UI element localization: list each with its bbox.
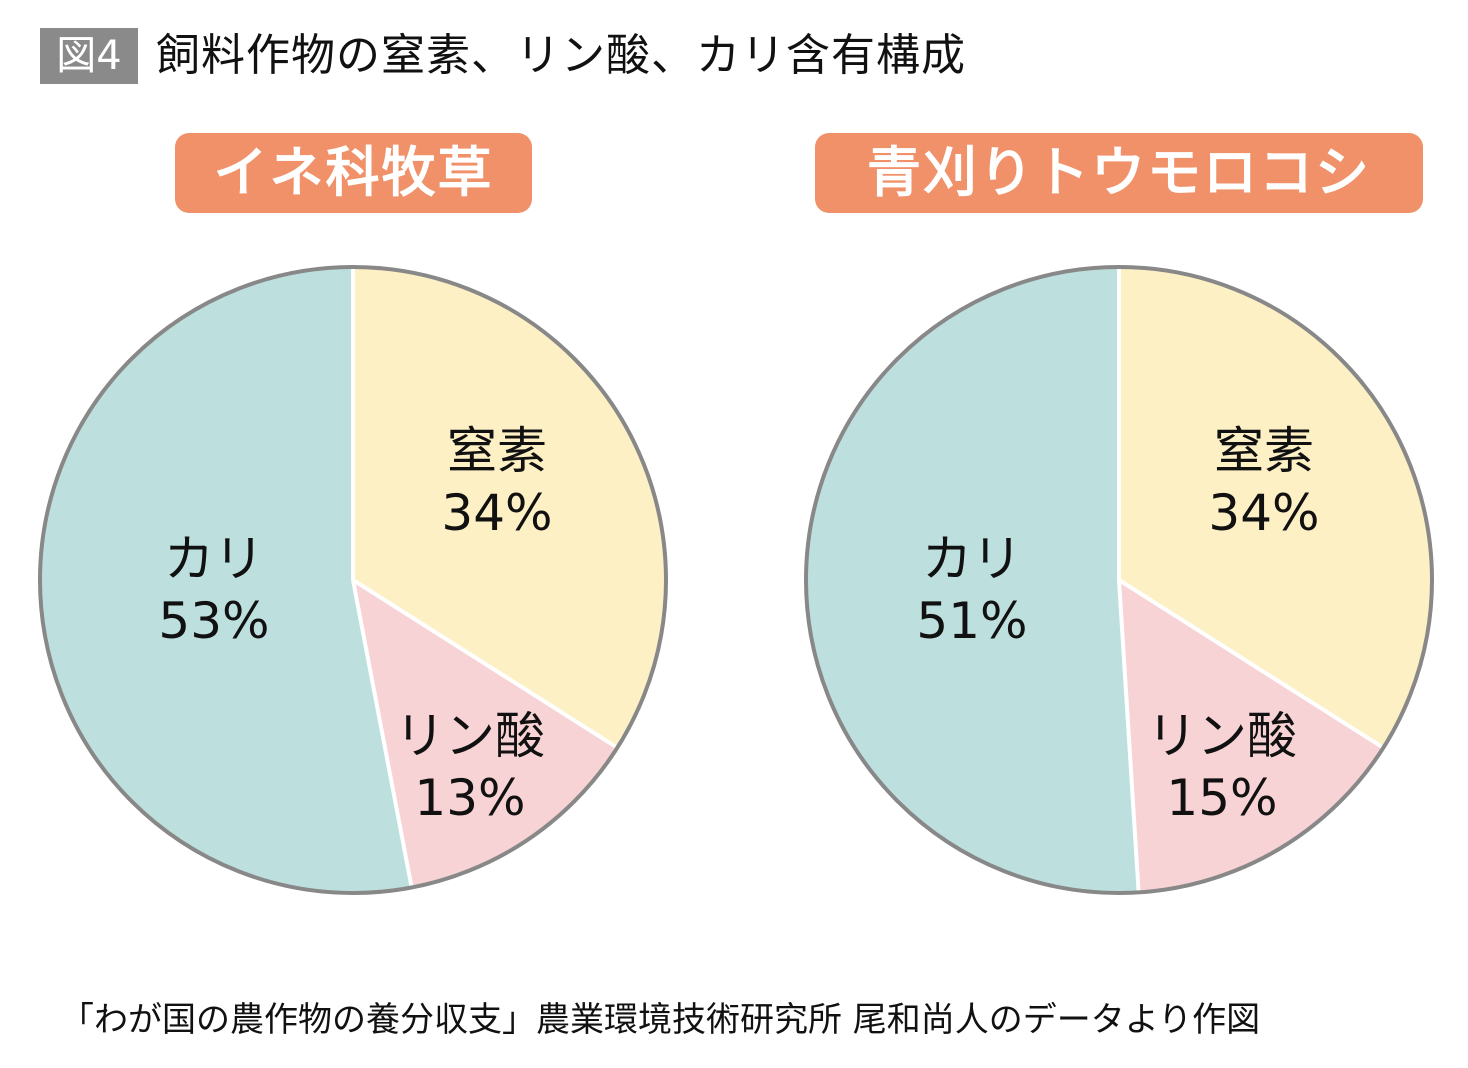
slice-value: 13% — [414, 769, 526, 827]
slice-value: 51% — [916, 592, 1028, 650]
label-grass-nitrogen: 窒素 34% — [387, 420, 607, 544]
slice-value: 53% — [158, 592, 270, 650]
slice-value: 34% — [441, 484, 553, 542]
figure-badge: 図4 — [40, 28, 138, 84]
pie-outline — [804, 265, 1434, 895]
label-corn-potassium: カリ 51% — [862, 528, 1082, 652]
pie-title-grass: イネ科牧草 — [175, 133, 532, 213]
slice-label: 窒素 — [447, 422, 547, 480]
slice-label: カリ — [164, 530, 264, 588]
slice-label: カリ — [922, 530, 1022, 588]
slice-value: 15% — [1166, 769, 1278, 827]
label-grass-potassium: カリ 53% — [104, 528, 324, 652]
slice-value: 34% — [1208, 484, 1320, 542]
label-corn-nitrogen: 窒素 34% — [1154, 420, 1374, 544]
pie-slice-0-1 — [353, 580, 618, 888]
figure-title: 飼料作物の窒素、リン酸、カリ含有構成 — [156, 30, 966, 81]
pie-slice-0-2 — [39, 267, 412, 894]
pie-outline — [38, 265, 668, 895]
slice-label: 窒素 — [1214, 422, 1314, 480]
slice-separator — [351, 579, 414, 888]
label-corn-phosphate: リン酸 15% — [1112, 705, 1332, 829]
pie-slice-1-1 — [1119, 580, 1384, 893]
source-note: 「わが国の農作物の養分収支」農業環境技術研究所 尾和尚人のデータより作図 — [60, 1000, 1261, 1040]
slice-separator — [1117, 578, 1385, 750]
pie-slice-1-2 — [805, 267, 1139, 894]
slice-separator — [1117, 579, 1141, 893]
slice-label: リン酸 — [1147, 707, 1297, 765]
slice-separator — [351, 578, 619, 750]
slice-label: リン酸 — [395, 707, 545, 765]
label-grass-phosphate: リン酸 13% — [360, 705, 580, 829]
pie-title-corn: 青刈りトウモロコシ — [815, 133, 1423, 213]
